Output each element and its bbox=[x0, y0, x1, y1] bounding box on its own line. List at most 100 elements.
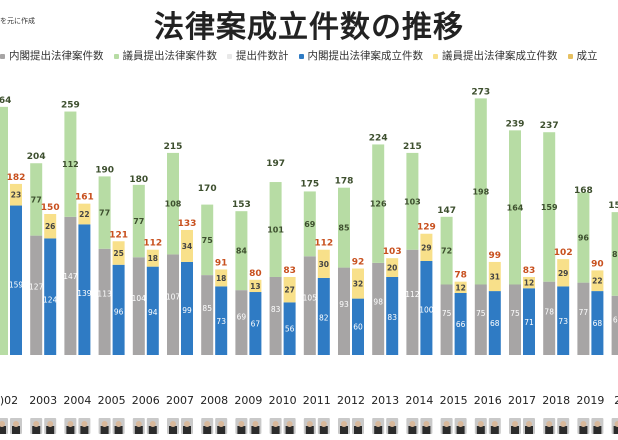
portrait-thumbnail-suit bbox=[32, 426, 41, 434]
bar-cabinet-passed bbox=[454, 292, 467, 355]
label-total-passed: 83 bbox=[283, 266, 296, 276]
label-total-passed: 150 bbox=[41, 203, 60, 213]
label-member-submitted: 103 bbox=[404, 197, 421, 206]
portrait-thumbnail-suit bbox=[456, 426, 465, 434]
label-member-submitted: 108 bbox=[165, 200, 182, 209]
portrait-thumbnail-suit bbox=[237, 426, 246, 434]
legend-label: 議員提出法律案成立件数 bbox=[442, 50, 558, 62]
bar-cabinet-passed bbox=[352, 298, 364, 355]
portrait-thumbnail-face bbox=[491, 421, 498, 427]
label-cabinet-submitted: 69 bbox=[237, 312, 247, 321]
label-total-passed: 182 bbox=[7, 173, 26, 183]
label-cabinet-passed: 68 bbox=[593, 319, 603, 328]
portrait-thumbnail-suit bbox=[559, 426, 568, 434]
label-total-submitted: 175 bbox=[300, 180, 319, 190]
category-label: 2014 bbox=[405, 394, 433, 407]
legend-swatch bbox=[227, 53, 232, 59]
bar-member-passed bbox=[10, 183, 22, 206]
portrait-thumbnail-suit bbox=[422, 426, 431, 434]
bar-cabinet-submitted bbox=[64, 216, 77, 355]
label-member-passed: 34 bbox=[182, 242, 192, 251]
legend-item: 内閣提出法律案件数 bbox=[0, 48, 104, 63]
bar-member-passed bbox=[488, 261, 501, 292]
portrait-thumbnail-face bbox=[81, 421, 88, 427]
bar-member-submitted bbox=[167, 152, 179, 255]
label-cabinet-passed: 67 bbox=[251, 320, 261, 329]
label-total-passed: 83 bbox=[523, 266, 536, 276]
portrait-thumbnail-face bbox=[218, 421, 225, 427]
portrait-thumbnail-suit bbox=[490, 426, 499, 434]
portrait-thumbnail-face bbox=[238, 421, 245, 427]
label-member-submitted: 198 bbox=[472, 187, 489, 196]
category-label: 202 bbox=[614, 394, 618, 407]
bar-cabinet-passed bbox=[44, 238, 57, 355]
label-cabinet-submitted: 127 bbox=[29, 282, 44, 291]
portrait-thumbnail-suit bbox=[374, 426, 383, 434]
bar-cabinet-submitted bbox=[474, 284, 487, 355]
legend-item: 成立 bbox=[567, 48, 598, 63]
label-total-passed: 78 bbox=[454, 271, 467, 281]
portrait-thumbnail-suit bbox=[217, 426, 226, 434]
label-total-submitted: 190 bbox=[95, 165, 114, 175]
bar-member-submitted bbox=[64, 111, 77, 217]
label-cabinet-submitted: 93 bbox=[339, 300, 349, 309]
label-total-submitted: 168 bbox=[574, 186, 593, 196]
portrait-thumbnail-suit bbox=[0, 426, 6, 434]
label-total-submitted: 197 bbox=[266, 159, 285, 169]
label-member-submitted: 75 bbox=[202, 236, 214, 245]
portrait-thumbnail-face bbox=[204, 421, 211, 427]
label-total-submitted: 178 bbox=[335, 177, 354, 187]
label-cabinet-passed: 56 bbox=[285, 324, 295, 333]
portrait-thumbnail-face bbox=[252, 421, 259, 427]
label-total-passed: 103 bbox=[383, 247, 402, 257]
label-total-passed: 161 bbox=[75, 193, 94, 203]
bar-cabinet-passed bbox=[420, 261, 433, 355]
portrait-thumbnail-face bbox=[409, 421, 416, 427]
label-total-submitted: 215 bbox=[164, 142, 183, 152]
bar-member-submitted bbox=[509, 130, 521, 285]
bar-cabinet-passed bbox=[215, 286, 228, 355]
label-cabinet-submitted: 85 bbox=[202, 304, 212, 313]
label-member-passed: 22 bbox=[79, 210, 89, 219]
label-total-submitted: 264 bbox=[0, 96, 11, 106]
category-label: 2015 bbox=[440, 394, 468, 407]
legend-swatch bbox=[298, 53, 304, 59]
bar-cabinet-submitted bbox=[509, 284, 521, 355]
bar-member-submitted bbox=[577, 192, 590, 283]
bar-member-passed bbox=[283, 276, 296, 303]
bar-cabinet-submitted bbox=[201, 275, 214, 355]
label-total-submitted: 224 bbox=[369, 133, 388, 143]
portrait-thumbnail-suit bbox=[340, 426, 348, 434]
label-cabinet-passed: 159 bbox=[9, 281, 24, 290]
portrait-thumbnail-face bbox=[580, 421, 587, 427]
bar-cabinet-submitted bbox=[303, 256, 316, 355]
bar-cabinet-submitted bbox=[30, 235, 43, 355]
label-member-passed: 31 bbox=[490, 273, 500, 282]
label-cabinet-submitted: 77 bbox=[579, 308, 589, 317]
portrait-thumbnail-face bbox=[594, 421, 601, 427]
legend-label: 提出件数計 bbox=[236, 50, 289, 62]
label-cabinet-submitted: 63 bbox=[613, 315, 618, 324]
label-total-submitted: 204 bbox=[27, 152, 46, 162]
category-label: 2005 bbox=[98, 394, 126, 407]
portrait-thumbnail-suit bbox=[388, 426, 397, 434]
bar-member-passed bbox=[44, 214, 57, 239]
category-label: 2017 bbox=[508, 394, 536, 407]
category-label: 2012 bbox=[337, 394, 365, 407]
bar-member-passed bbox=[249, 279, 262, 293]
portrait-thumbnail-face bbox=[0, 421, 5, 427]
portrait-thumbnail-suit bbox=[305, 426, 314, 434]
bar-member-submitted bbox=[474, 98, 487, 285]
label-cabinet-submitted: 75 bbox=[442, 309, 452, 318]
portrait-thumbnail-suit bbox=[46, 426, 55, 434]
portrait-thumbnail-suit bbox=[66, 426, 75, 434]
bar-cabinet-passed bbox=[146, 266, 159, 355]
category-label: )02 bbox=[0, 394, 18, 407]
bar-member-passed bbox=[78, 203, 91, 225]
portrait-thumbnail-suit bbox=[134, 426, 143, 434]
portrait-thumbnail-suit bbox=[511, 426, 519, 434]
bar-cabinet-passed bbox=[386, 276, 399, 355]
label-cabinet-passed: 99 bbox=[182, 306, 192, 315]
label-cabinet-submitted: 104 bbox=[132, 294, 147, 303]
